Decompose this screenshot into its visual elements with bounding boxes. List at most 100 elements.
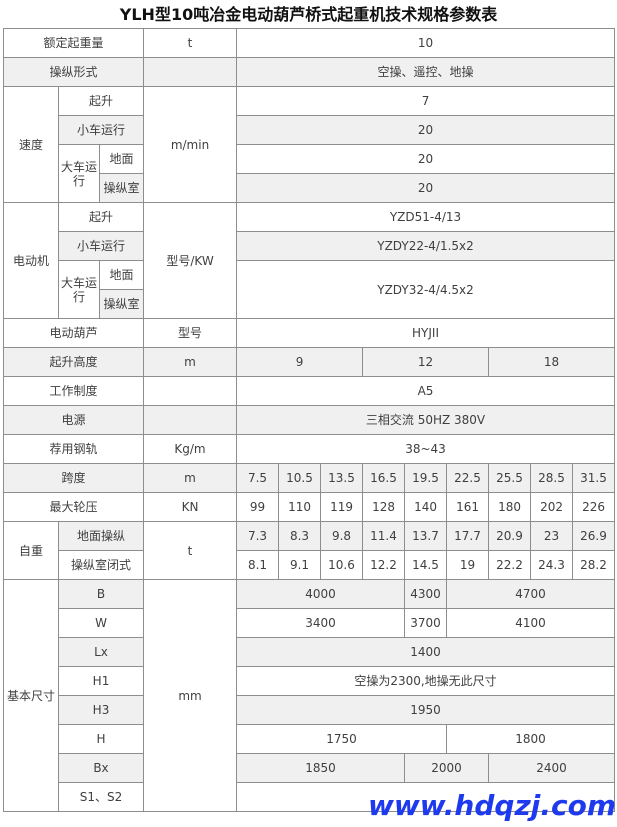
value-cell: A5 bbox=[236, 376, 616, 406]
value-cell: 38~43 bbox=[236, 434, 616, 464]
label-cell: 自重 bbox=[3, 521, 59, 580]
label-cell: 跨度 bbox=[2, 463, 145, 493]
value-cell: 180 bbox=[488, 492, 532, 522]
row-max-wheel-load: 最大轮压 KN 99 110 119 128 140 161 180 202 226 bbox=[2, 492, 616, 522]
value-cell: 20.9 bbox=[488, 521, 532, 551]
value-cell: 12.2 bbox=[362, 550, 406, 580]
label-cell: 地面操纵 bbox=[57, 521, 145, 551]
value-cell: 2000 bbox=[404, 753, 490, 783]
value-cell: 31.5 bbox=[572, 463, 616, 493]
label-cell: 最大轮压 bbox=[2, 492, 145, 522]
label-cell: 基本尺寸 bbox=[3, 579, 59, 812]
label-cell: 地面 bbox=[98, 144, 145, 174]
value-cell: 9.1 bbox=[278, 550, 322, 580]
row-dim-H1: H1 空操为2300,地操无此尺寸 bbox=[4, 666, 616, 696]
label-cell: H bbox=[57, 724, 145, 754]
value-cell: 三相交流 50HZ 380V bbox=[236, 405, 616, 435]
value-cell: 20 bbox=[236, 144, 616, 174]
unit-cell: m bbox=[143, 347, 238, 377]
spec-table: 额定起重量 t 10 操纵形式 空操、遥控、地操 速度 起升 m/min 7 小车运行 20 大车运行… bbox=[2, 28, 616, 812]
value-cell: 13.7 bbox=[404, 521, 448, 551]
value-cell: 128 bbox=[362, 492, 406, 522]
row-motor-hoisting: 电动机 起升 型号/KW YZD51-4/13 bbox=[3, 202, 616, 319]
label-cell: 大车运行 bbox=[58, 144, 100, 203]
watermark: www.hdqzj.com bbox=[367, 789, 616, 822]
value-cell: 19 bbox=[446, 550, 490, 580]
value-cell: 161 bbox=[446, 492, 490, 522]
value-cell: 1950 bbox=[236, 695, 616, 725]
value-cell: 2400 bbox=[488, 753, 616, 783]
row-power-supply: 电源 三相交流 50HZ 380V bbox=[2, 405, 616, 435]
value-cell: 4700 bbox=[446, 579, 616, 609]
value-cell: 140 bbox=[404, 492, 448, 522]
label-cell: 操纵室 bbox=[98, 173, 145, 203]
label-cell: H3 bbox=[57, 695, 145, 725]
row-dim-W: W 3400 3700 4100 bbox=[4, 608, 616, 638]
label-cell: 起升 bbox=[57, 202, 145, 232]
value-cell: 226 bbox=[572, 492, 616, 522]
value-cell: 7.5 bbox=[236, 463, 280, 493]
row-dim-S1S2: S1、S2 bbox=[4, 782, 616, 812]
value-cell: 99 bbox=[236, 492, 280, 522]
value-cell: 23 bbox=[530, 521, 574, 551]
label-cell: 小车运行 bbox=[57, 115, 145, 145]
value-cell: 4000 bbox=[236, 579, 406, 609]
value-cell: 3400 bbox=[236, 608, 406, 638]
spec-table-body: 额定起重量 t 10 操纵形式 空操、遥控、地操 速度 起升 m/min 7 小车运行 20 大车运行… bbox=[2, 28, 616, 812]
row-duty-class: 工作制度 A5 bbox=[2, 376, 616, 406]
value-cell: 22.5 bbox=[446, 463, 490, 493]
label-cell: W bbox=[57, 608, 145, 638]
row-recommended-rail: 荐用钢轨 Kg/m 38~43 bbox=[2, 434, 616, 464]
value-cell: 25.5 bbox=[488, 463, 532, 493]
row-lifting-height: 起升高度 m 9 12 18 bbox=[2, 347, 616, 377]
value-cell: 1800 bbox=[446, 724, 616, 754]
unit-cell: m bbox=[143, 463, 238, 493]
label-cell: 速度 bbox=[3, 86, 59, 203]
row-speed-trolley: 小车运行 20 bbox=[4, 115, 616, 145]
value-cell: 10 bbox=[236, 28, 616, 58]
value-cell: 16.5 bbox=[362, 463, 406, 493]
value-cell: 20 bbox=[236, 115, 616, 145]
label-cell: 工作制度 bbox=[2, 376, 145, 406]
value-cell: 11.4 bbox=[362, 521, 406, 551]
label-cell: H1 bbox=[57, 666, 145, 696]
value-cell: 14.5 bbox=[404, 550, 448, 580]
value-cell: 12 bbox=[362, 347, 490, 377]
value-cell: 119 bbox=[320, 492, 364, 522]
value-cell: YZDY32-4/4.5x2 bbox=[236, 260, 616, 319]
value-cell: 8.1 bbox=[236, 550, 280, 580]
row-dim-Bx: Bx 1850 2000 2400 bbox=[4, 753, 616, 783]
unit-cell: 型号/KW bbox=[143, 202, 238, 319]
value-cell: 110 bbox=[278, 492, 322, 522]
value-cell: 26.9 bbox=[572, 521, 616, 551]
value-cell: 28.2 bbox=[572, 550, 616, 580]
value-cell: YZDY22-4/1.5x2 bbox=[236, 231, 616, 261]
value-cell: 7 bbox=[236, 86, 616, 116]
label-cell: B bbox=[57, 579, 145, 609]
value-cell: 18 bbox=[488, 347, 616, 377]
label-cell: 操纵形式 bbox=[2, 57, 145, 87]
value-cell: 202 bbox=[530, 492, 574, 522]
unit-cell: t bbox=[143, 28, 238, 58]
label-cell: 电动葫芦 bbox=[2, 318, 145, 348]
label-cell: 荐用钢轨 bbox=[2, 434, 145, 464]
unit-cell bbox=[143, 405, 238, 435]
unit-cell: 型号 bbox=[143, 318, 238, 348]
row-dim-Lx: Lx 1400 bbox=[4, 637, 616, 667]
label-cell: 额定起重量 bbox=[2, 28, 145, 58]
row-dim-H3: H3 1950 bbox=[4, 695, 616, 725]
unit-cell bbox=[143, 57, 238, 87]
value-cell: 13.5 bbox=[320, 463, 364, 493]
label-cell: 地面 bbox=[98, 260, 145, 290]
label-cell: Bx bbox=[57, 753, 145, 783]
unit-cell: t bbox=[143, 521, 238, 580]
page-title: YLH型10吨冶金电动葫芦桥式起重机技术规格参数表 bbox=[119, 5, 498, 24]
row-speed-hoisting: 速度 起升 m/min 7 bbox=[3, 86, 616, 203]
value-cell: 4100 bbox=[446, 608, 616, 638]
value-cell: 3700 bbox=[404, 608, 448, 638]
label-cell: 操纵室 bbox=[98, 289, 145, 319]
row-electric-hoist: 电动葫芦 型号 HYJII bbox=[2, 318, 616, 348]
label-cell: 操纵室闭式 bbox=[57, 550, 145, 580]
value-cell: 9 bbox=[236, 347, 364, 377]
